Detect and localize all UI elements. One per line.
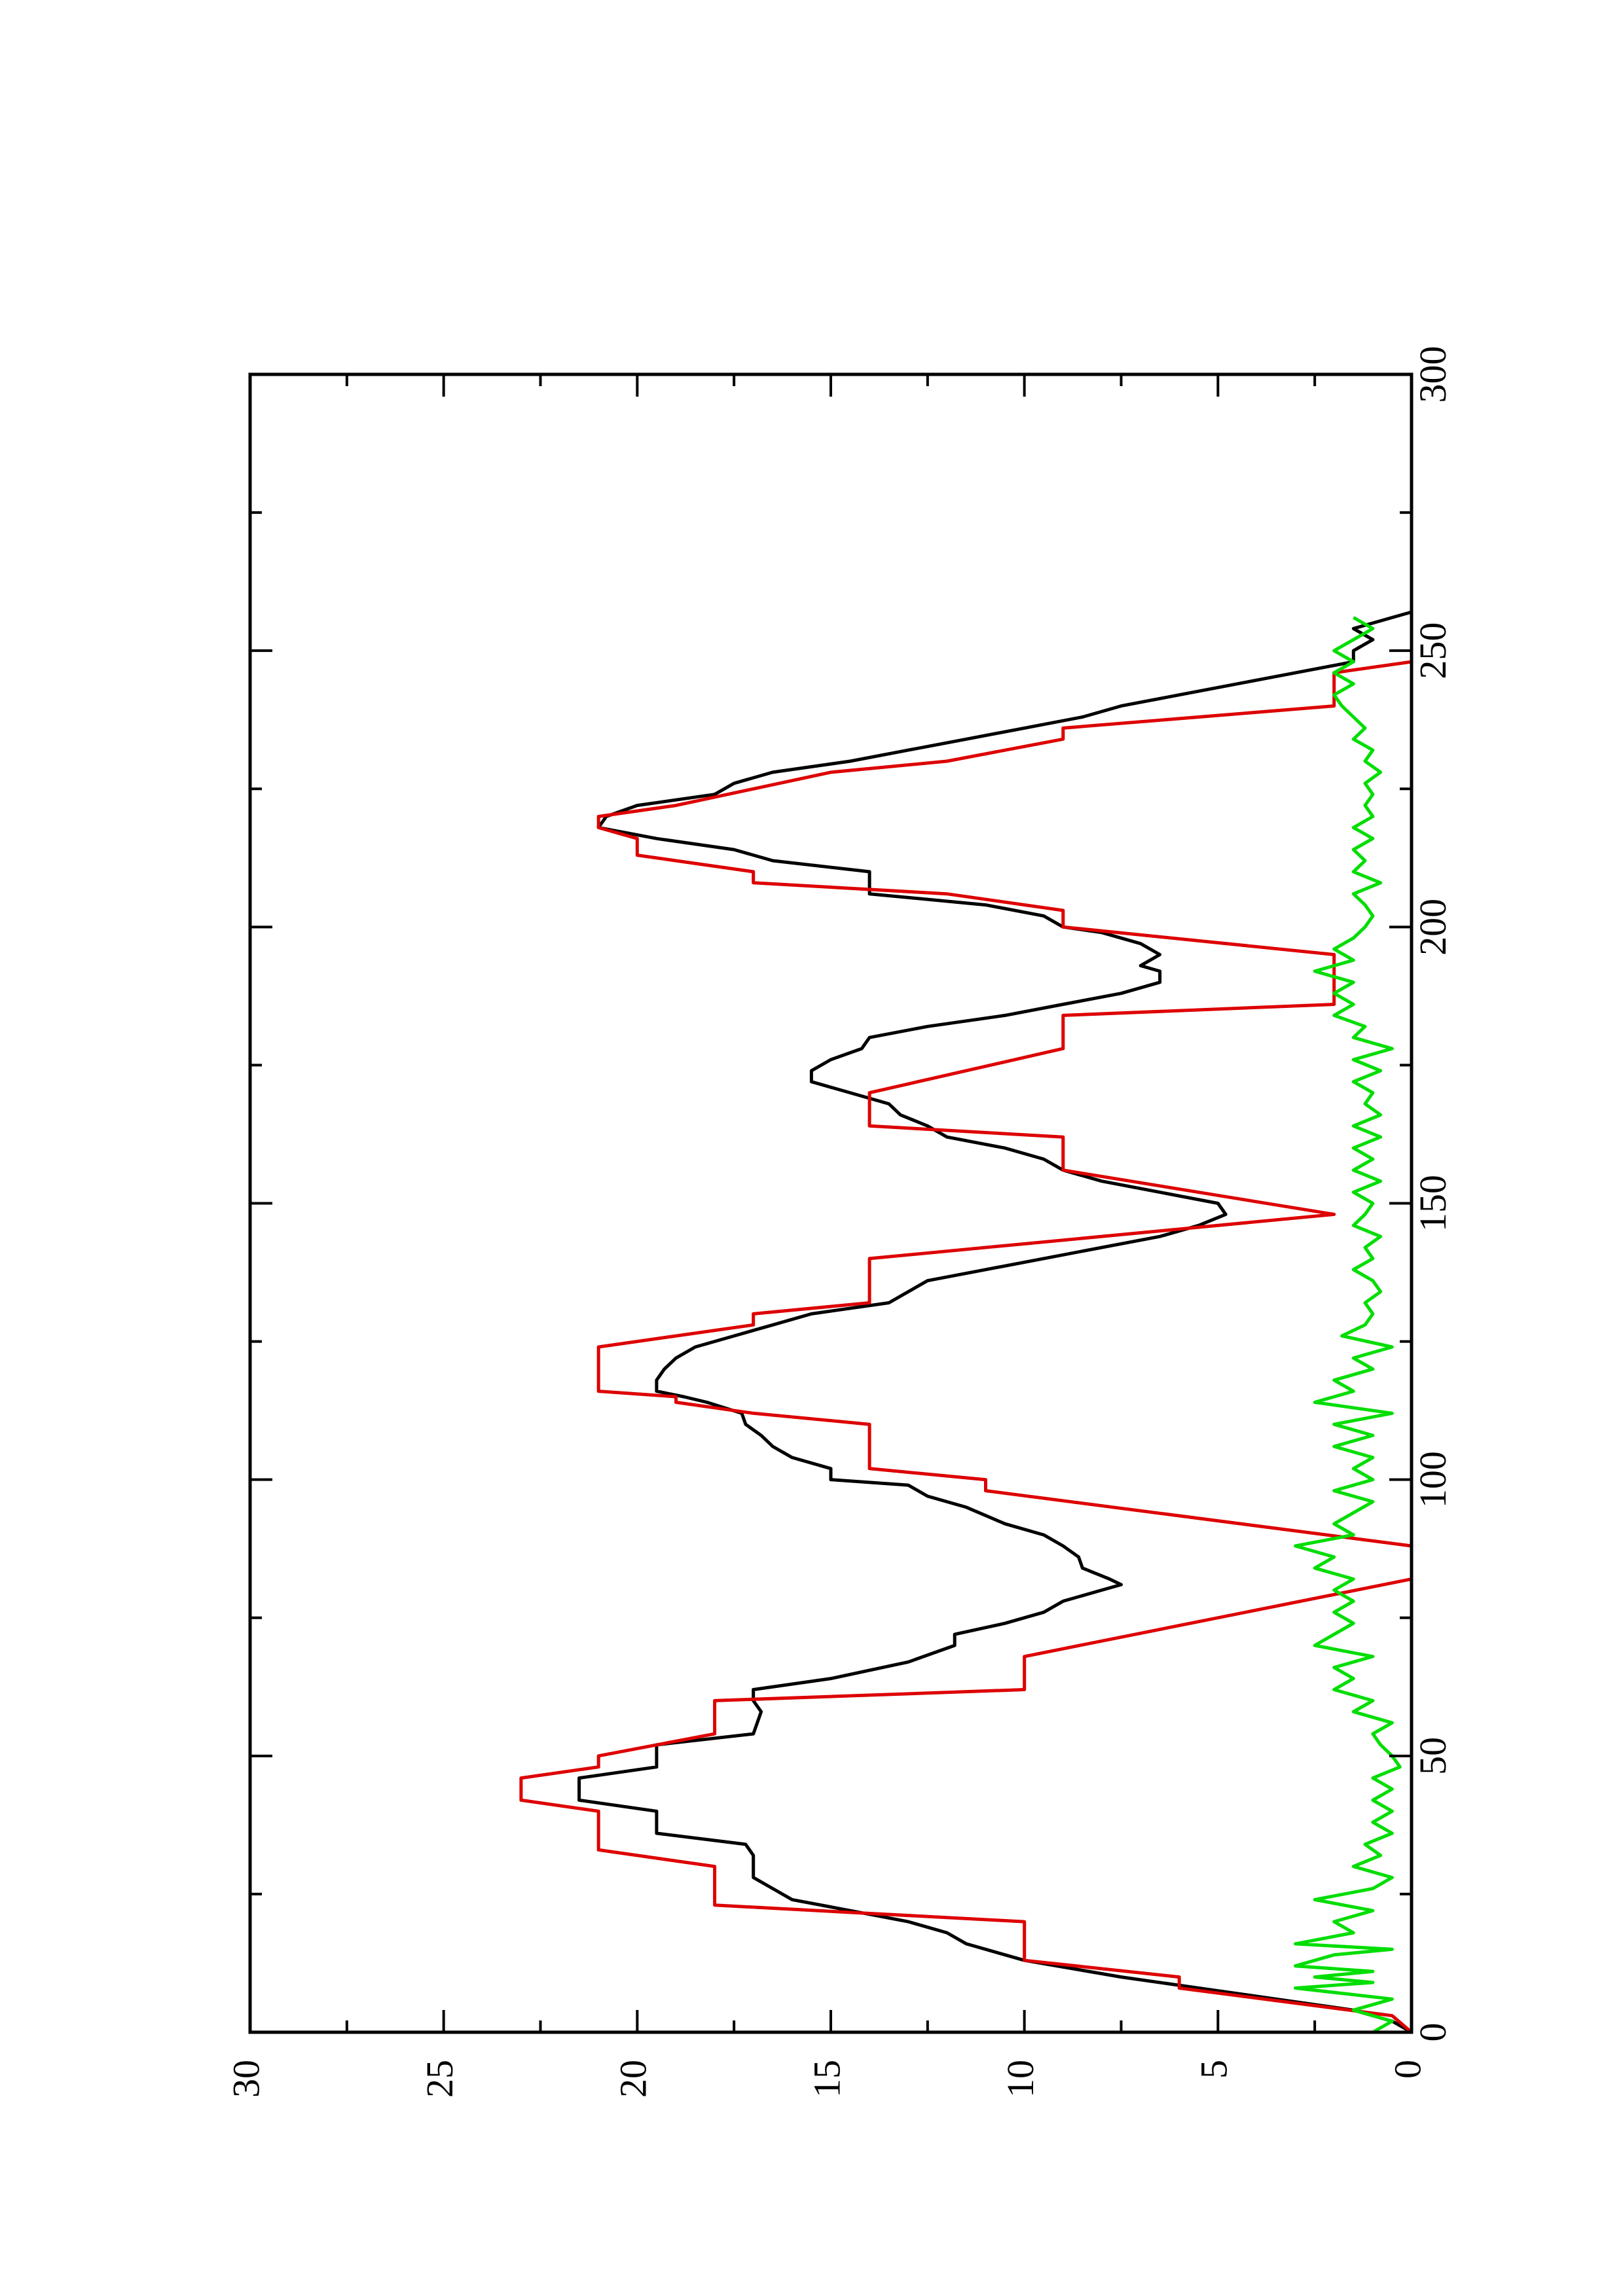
x-tick-label: 300 <box>1412 346 1454 403</box>
x-tick-label: 150 <box>1412 1175 1454 1232</box>
series-line-2 <box>519 660 1413 2034</box>
y-tick-label: 30 <box>225 2060 267 2098</box>
x-tick-label: 250 <box>1412 622 1454 679</box>
x-tick-label: 0 <box>1412 2023 1454 2042</box>
ticks-layer <box>249 373 1413 2034</box>
x-tick-label: 50 <box>1412 1737 1454 1775</box>
tick-labels: 0 50 100 150 200 250 300 0 5 10 15 20 25 30 <box>225 346 1454 2098</box>
series-layer <box>519 610 1413 2034</box>
y-tick-label: 5 <box>1193 2060 1235 2079</box>
plot-frame <box>248 372 1413 2034</box>
y-tick-label: 10 <box>999 2060 1042 2098</box>
y-tick-label: 0 <box>1386 2060 1429 2079</box>
y-tick-label: 25 <box>418 2060 461 2098</box>
series-line-1 <box>577 610 1413 2034</box>
series-line-3 <box>1294 616 1402 2034</box>
x-tick-label: 200 <box>1412 899 1454 956</box>
y-tick-label: 20 <box>612 2060 655 2098</box>
y-tick-label: 15 <box>805 2060 848 2098</box>
x-tick-label: 100 <box>1412 1451 1454 1508</box>
